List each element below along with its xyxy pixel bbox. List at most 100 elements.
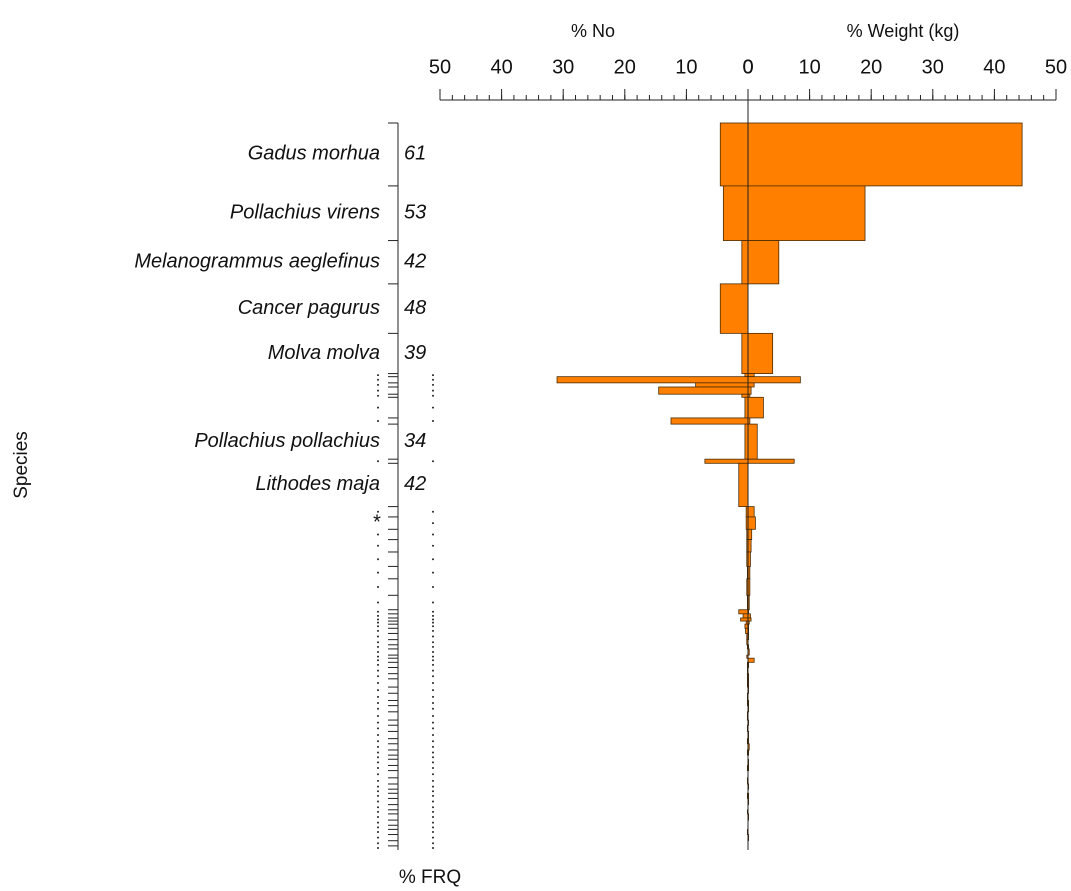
frq-dot: [432, 621, 434, 624]
frq-dot: [432, 618, 434, 621]
bar: [704, 458, 749, 464]
frq-dot: [432, 663, 434, 666]
row-dot: [377, 714, 379, 717]
frq-dot: [432, 790, 434, 793]
bar: [740, 617, 749, 622]
x-tick-label: 20: [614, 56, 636, 78]
frq-dot: [432, 655, 434, 658]
row-dot: [377, 460, 379, 463]
frq-dot: [432, 601, 434, 604]
bar: [741, 240, 749, 285]
frq-dot: [432, 836, 434, 839]
bar: [747, 657, 755, 663]
row-dot: [377, 389, 379, 392]
row-dot: [377, 826, 379, 829]
row-dot: [377, 544, 379, 547]
frq-dot: [432, 558, 434, 561]
species-label: Lithodes maja: [255, 473, 380, 495]
species-label: Gadus morhua: [248, 143, 380, 165]
row-dot: [377, 681, 379, 684]
row-dot: [377, 586, 379, 589]
bar: [658, 386, 749, 395]
x-tick-label: 30: [552, 56, 574, 78]
frq-dot: [432, 645, 434, 648]
frq-dot: [432, 522, 434, 525]
frq-dot: [432, 460, 434, 463]
frq-dot: [432, 721, 434, 724]
frq-dot: [432, 641, 434, 644]
frq-dot: [432, 785, 434, 788]
frq-dot: [432, 614, 434, 617]
frq-dot: [432, 533, 434, 536]
x-tick-label: 20: [860, 56, 882, 78]
x-tick-label: 10: [675, 56, 697, 78]
row-dot: [377, 800, 379, 803]
frq-value: 42: [404, 250, 426, 272]
x-tick-label: 10: [798, 56, 820, 78]
frq-label: % FRQ: [399, 867, 461, 888]
row-dot: [377, 533, 379, 536]
bar: [747, 396, 764, 419]
frq-value: 39: [404, 342, 426, 364]
row-dot: [377, 842, 379, 845]
y-axis-label: Species: [11, 431, 32, 499]
row-dot: [377, 629, 379, 632]
x-tick-label: 50: [429, 56, 451, 78]
bar: [747, 506, 755, 518]
row-dot: [377, 669, 379, 672]
row-dot: [377, 745, 379, 748]
frq-dot: [432, 842, 434, 845]
bar: [747, 458, 795, 464]
row-dot: [377, 810, 379, 813]
row-dot: [377, 374, 379, 377]
bar: [741, 393, 749, 398]
frq-dot: [432, 675, 434, 678]
bar: [747, 376, 801, 384]
row-dot: [377, 601, 379, 604]
row-dot: [377, 610, 379, 613]
row-dot: [377, 394, 379, 397]
bar: [747, 373, 755, 378]
row-dot: [377, 651, 379, 654]
frq-dot: [432, 669, 434, 672]
x-tick-label: 30: [922, 56, 944, 78]
x-tick-label: 0: [742, 56, 753, 78]
row-dot: [377, 779, 379, 782]
species-label: *: [372, 511, 381, 533]
bar: [747, 122, 1023, 187]
row-dot: [377, 663, 379, 666]
row-dot: [377, 761, 379, 764]
frq-dot: [432, 383, 434, 386]
frq-dot: [432, 707, 434, 710]
bar: [747, 332, 774, 374]
row-dot: [377, 641, 379, 644]
frq-dot: [432, 420, 434, 423]
frq-value: 48: [404, 297, 426, 319]
x-tick-label: 40: [983, 56, 1005, 78]
series-header: % Weight (kg): [847, 21, 960, 41]
row-dot: [377, 773, 379, 776]
row-dot: [377, 734, 379, 737]
frq-dot: [432, 510, 434, 513]
bar: [747, 528, 753, 541]
row-dot: [377, 836, 379, 839]
row-dot: [377, 618, 379, 621]
row-dot: [377, 621, 379, 624]
row-dot: [377, 645, 379, 648]
bar: [695, 382, 749, 388]
frq-dot: [432, 394, 434, 397]
frq-dot: [432, 544, 434, 547]
frq-dot: [432, 610, 434, 613]
row-dot: [377, 625, 379, 628]
frq-dot: [432, 810, 434, 813]
row-dot: [377, 767, 379, 770]
species-label: Molva molva: [268, 342, 380, 364]
row-dot: [377, 702, 379, 705]
bar: [738, 609, 749, 615]
row-dot: [377, 707, 379, 710]
frq-dot: [432, 830, 434, 833]
bar: [719, 283, 749, 334]
frq-dot: [432, 800, 434, 803]
frq-dot: [432, 571, 434, 574]
bar: [738, 462, 749, 508]
